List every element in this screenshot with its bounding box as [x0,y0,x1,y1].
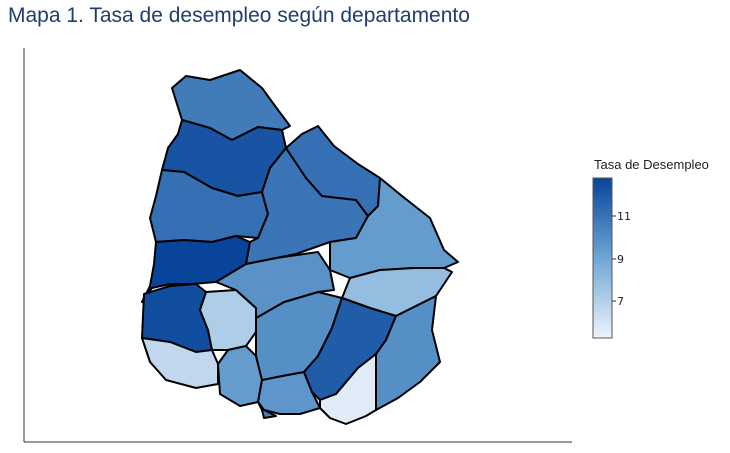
department-rocha[interactable] [257,401,277,419]
legend-title: Tasa de Desempleo [594,157,709,172]
legend-tick-label: 11 [617,210,631,223]
department-maldonado[interactable] [319,353,377,425]
department-paysandu[interactable] [149,169,269,243]
legend-colorbar [592,177,613,339]
map-title: Mapa 1. Tasa de desempleo según departam… [8,4,470,27]
department-lavalleja[interactable] [375,295,441,411]
legend-tick-label: 9 [617,253,624,266]
legend-tick-label: 7 [617,295,624,308]
department-rio-negro[interactable] [141,235,251,303]
